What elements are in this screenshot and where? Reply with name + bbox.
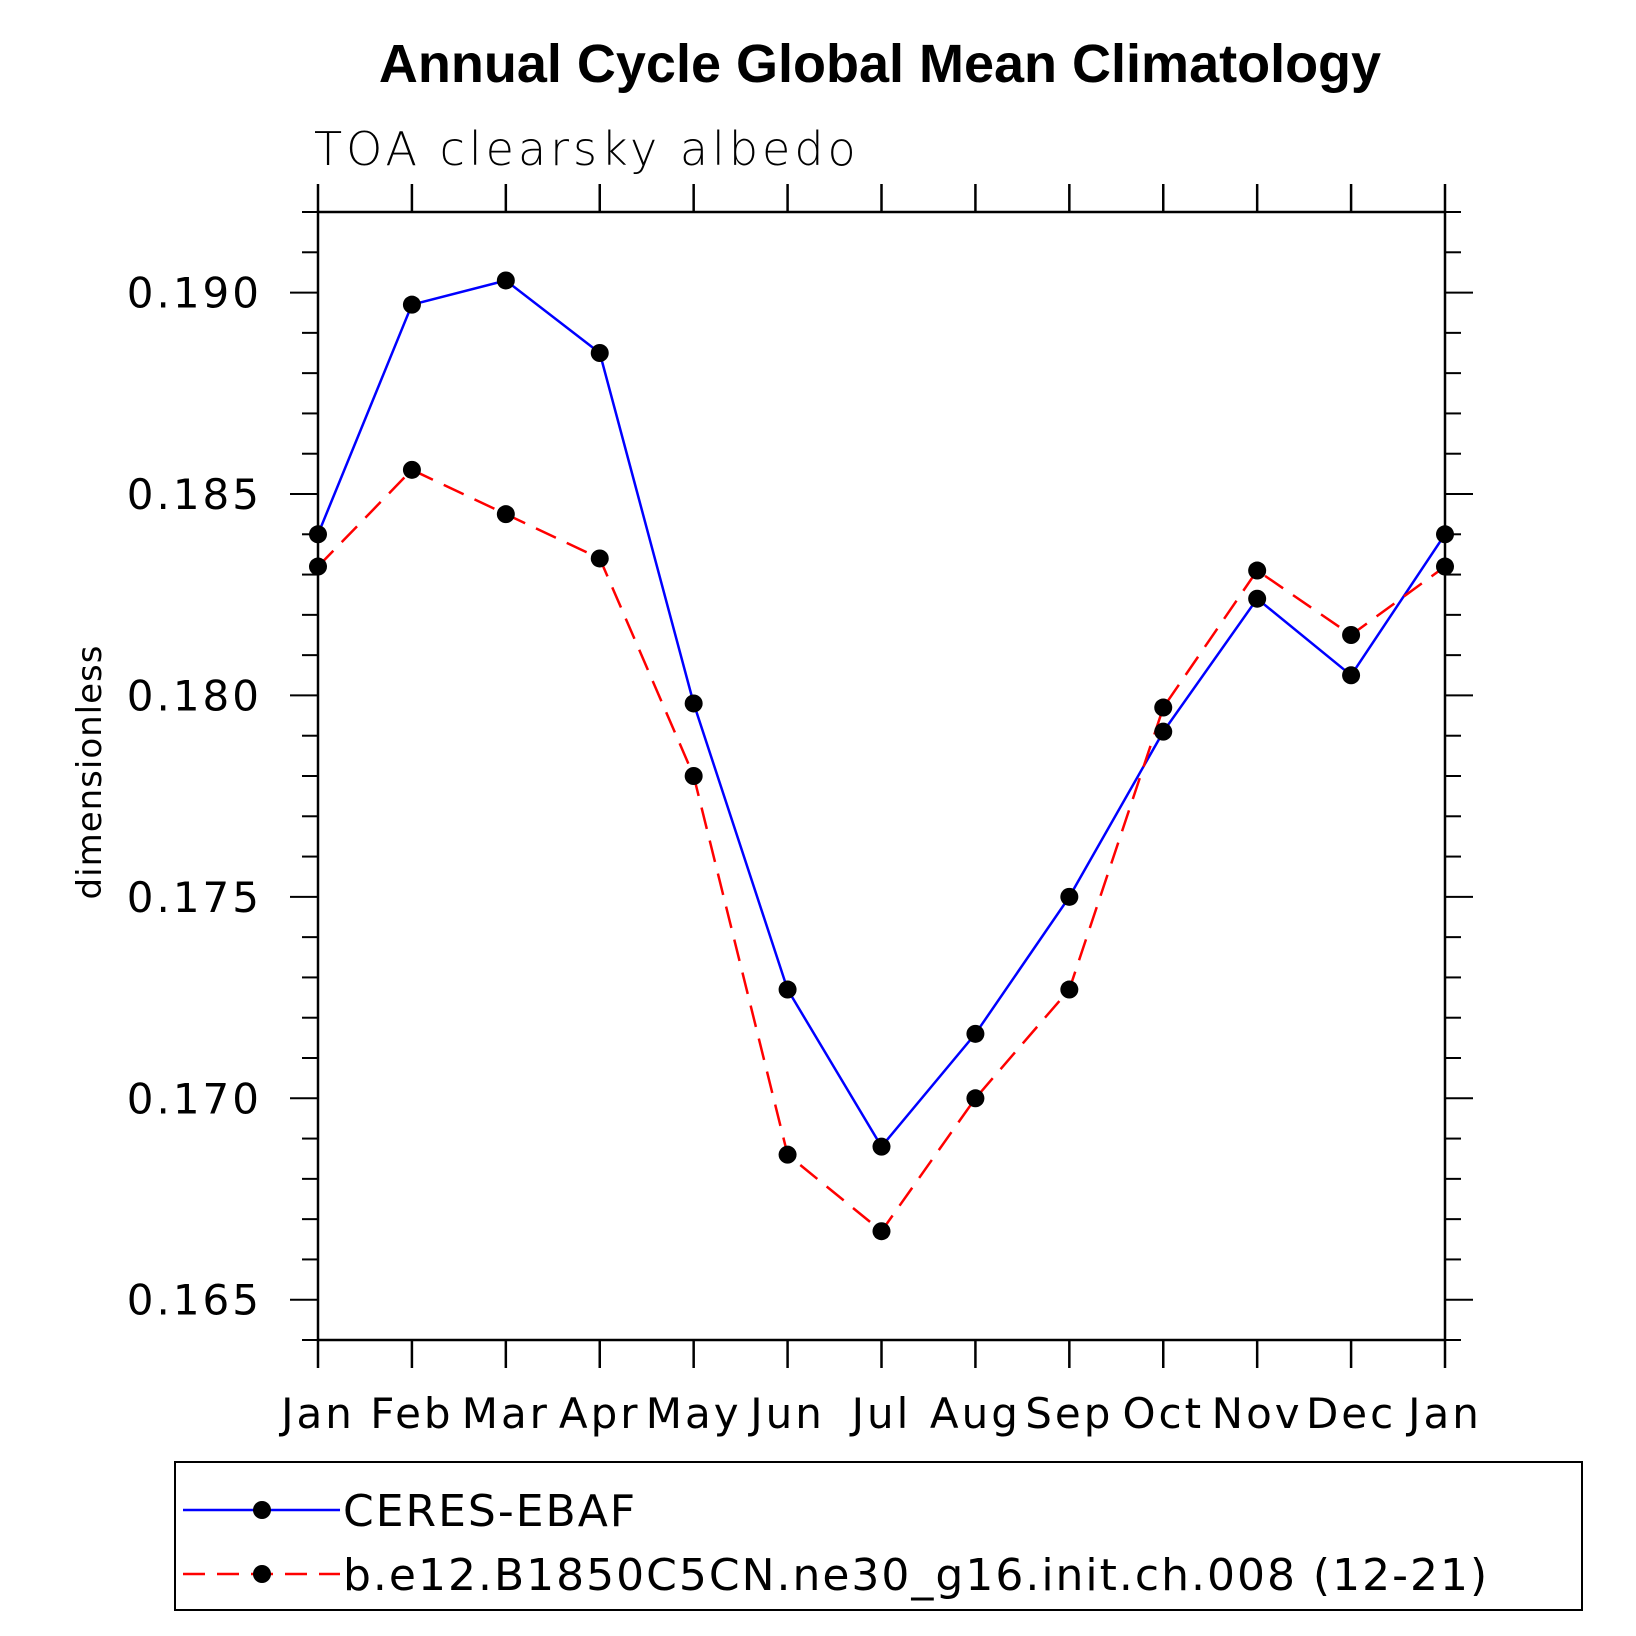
- series-2-point: [872, 1222, 891, 1241]
- series-2-point: [1060, 980, 1079, 999]
- x-tick-label: Aug: [930, 1389, 1021, 1438]
- series-layer: [309, 271, 1454, 1241]
- legend-items: CERES-EBAF b.e12.B1850C5CN.ne30_g16.init.…: [183, 1486, 1489, 1601]
- series-1-point: [1154, 722, 1173, 741]
- x-tick-label: May: [646, 1389, 742, 1438]
- plot-area: [316, 210, 1447, 1342]
- legend: CERES-EBAF b.e12.B1850C5CN.ne30_g16.init.…: [174, 1461, 1583, 1611]
- series-2-point: [1248, 561, 1267, 580]
- series-line-2: [317, 468, 1446, 1234]
- x-tick-label: Sep: [1025, 1389, 1113, 1438]
- plot-frame: [316, 210, 1447, 1342]
- x-tick-label: Nov: [1212, 1389, 1303, 1438]
- x-tick-label: Jun: [747, 1389, 825, 1438]
- series-1-point: [1436, 525, 1454, 544]
- series-1-point: [496, 271, 515, 290]
- x-tick-label: Mar: [462, 1389, 550, 1438]
- series-1-point: [684, 694, 703, 713]
- x-tick-label: Jan: [1405, 1389, 1482, 1438]
- series-1-point: [1342, 666, 1361, 685]
- series-1-point: [966, 1024, 985, 1043]
- y-tick-label: 0.180: [127, 671, 262, 720]
- x-tick-label: Dec: [1306, 1389, 1396, 1438]
- chart-title: Annual Cycle Global Mean Climatology: [379, 34, 1381, 94]
- y-axis-label: dimensionless: [70, 645, 110, 900]
- series-1-point: [590, 344, 609, 362]
- legend-marker-1: [253, 1501, 271, 1519]
- series-2-point: [684, 767, 703, 785]
- tick-labels: Jan Feb Mar Apr May Jun Jul Aug Sep Oct Nov Dec Jan0…: [127, 269, 1482, 1438]
- series-2-point: [1342, 626, 1361, 644]
- series-1-point: [1248, 589, 1267, 608]
- legend-marker-2: [253, 1565, 271, 1583]
- chart-subtitle: TOA clearsky albedo: [314, 122, 860, 176]
- series-1-point: [309, 525, 327, 544]
- x-tick-label: Jul: [849, 1389, 912, 1438]
- series-1-point: [778, 980, 797, 999]
- y-tick-label: 0.170: [127, 1074, 262, 1123]
- series-2-point: [496, 505, 515, 524]
- legend-label-2: b.e12.B1850C5CN.ne30_g16.init.ch.008 (12…: [343, 1550, 1489, 1601]
- x-tick-label: Oct: [1122, 1389, 1204, 1438]
- y-tick-label: 0.185: [127, 470, 262, 519]
- x-tick-label: Apr: [559, 1389, 641, 1438]
- series-line-1: [316, 279, 1447, 1149]
- legend-box: [174, 1461, 1583, 1611]
- series-2-point: [778, 1145, 797, 1164]
- legend-label-1: CERES-EBAF: [343, 1486, 637, 1537]
- series-2-point: [1436, 557, 1454, 576]
- x-tick-label: Feb: [370, 1389, 453, 1438]
- series-2-point: [590, 549, 609, 568]
- y-tick-label: 0.175: [127, 873, 262, 922]
- series-2-point: [1154, 698, 1173, 717]
- series-1-point: [1060, 887, 1079, 906]
- x-tick-label: Jan: [278, 1389, 355, 1438]
- series-1-point: [872, 1137, 891, 1156]
- series-2-point: [966, 1089, 985, 1108]
- y-tick-label: 0.165: [127, 1276, 262, 1325]
- series-2-point: [309, 557, 327, 576]
- axis-ticks: [290, 184, 1473, 1368]
- y-tick-label: 0.190: [127, 269, 262, 318]
- series-1-point: [402, 295, 421, 314]
- series-2-point: [402, 460, 421, 479]
